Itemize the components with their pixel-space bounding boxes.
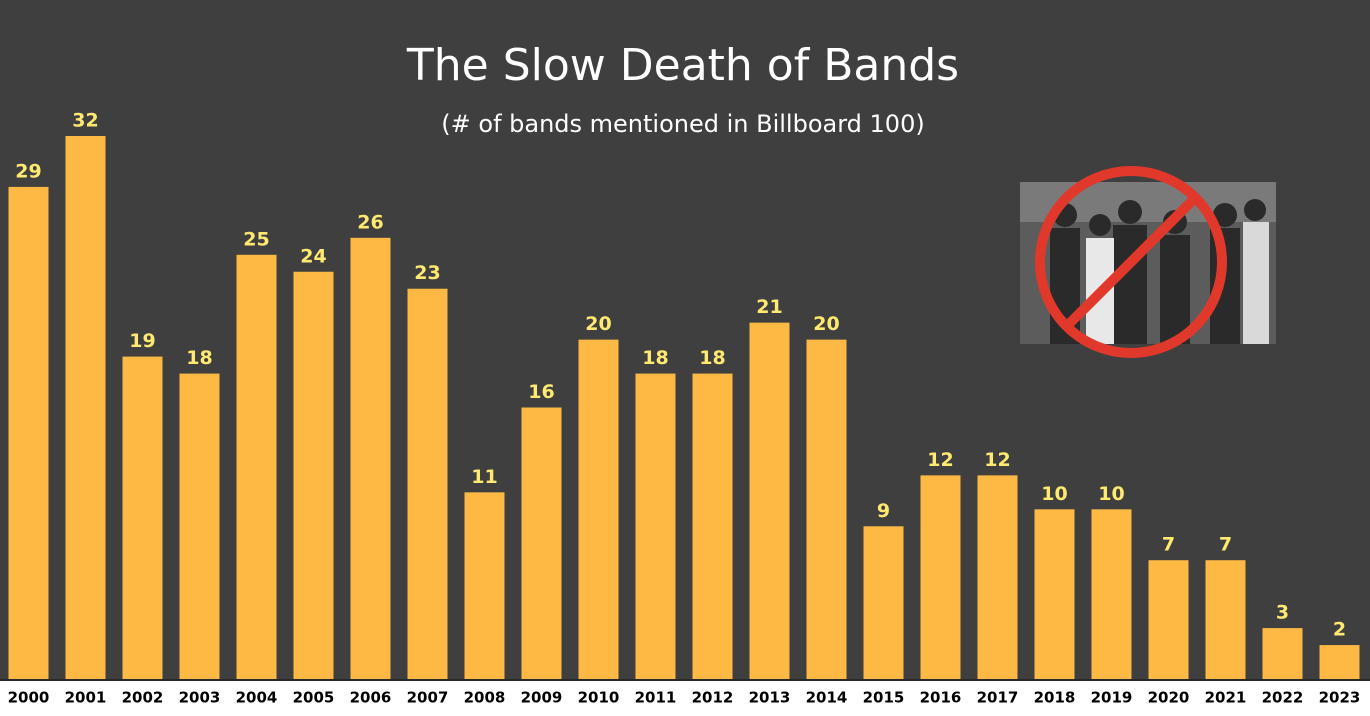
value-label: 20: [813, 313, 839, 335]
x-tick-label: 2023: [1319, 689, 1361, 707]
x-tick-label: 2019: [1091, 689, 1133, 707]
x-tick-label: 2017: [977, 689, 1019, 707]
x-tick-label: 2008: [464, 689, 506, 707]
value-label: 19: [129, 330, 155, 352]
value-label: 29: [15, 160, 41, 182]
value-label: 9: [877, 500, 890, 522]
x-tick-label: 2004: [236, 689, 278, 707]
value-label: 21: [756, 296, 782, 318]
bar: [1262, 628, 1303, 679]
x-tick-label: 2006: [350, 689, 392, 707]
value-label: 25: [243, 228, 269, 250]
value-label: 18: [186, 347, 212, 369]
value-label: 16: [528, 381, 554, 403]
bar: [578, 339, 619, 679]
bar: [464, 492, 505, 679]
x-tick-label: 2010: [578, 689, 620, 707]
bar: [293, 271, 334, 679]
axis-strip: [0, 681, 1370, 716]
bar: [350, 237, 391, 679]
bar: [407, 288, 448, 679]
bar: [179, 373, 220, 679]
x-tick-label: 2007: [407, 689, 449, 707]
value-label: 26: [357, 211, 383, 233]
chart-subtitle: (# of bands mentioned in Billboard 100): [441, 110, 924, 138]
bar: [1319, 645, 1360, 679]
bar: [806, 339, 847, 679]
bar: [1148, 560, 1189, 679]
x-tick-label: 2000: [8, 689, 50, 707]
bar: [692, 373, 733, 679]
x-tick-label: 2016: [920, 689, 962, 707]
value-label: 12: [927, 449, 953, 471]
x-tick-label: 2009: [521, 689, 563, 707]
value-label: 32: [72, 110, 98, 132]
value-label: 12: [984, 449, 1010, 471]
value-label: 11: [471, 466, 497, 488]
bar: [236, 254, 277, 679]
x-tick-label: 2015: [863, 689, 905, 707]
value-label: 18: [642, 347, 668, 369]
x-tick-label: 2022: [1262, 689, 1304, 707]
x-tick-label: 2020: [1148, 689, 1190, 707]
bar: [1034, 509, 1075, 679]
x-tick-label: 2011: [635, 689, 677, 707]
x-tick-label: 2001: [65, 689, 107, 707]
value-label: 7: [1162, 534, 1175, 556]
bar: [863, 526, 904, 679]
value-label: 10: [1041, 483, 1067, 505]
bar: [65, 136, 106, 679]
value-label: 7: [1219, 534, 1232, 556]
value-label: 20: [585, 313, 611, 335]
x-tick-label: 2003: [179, 689, 221, 707]
no-sign-slash: [1062, 193, 1200, 331]
value-label: 24: [300, 245, 326, 267]
x-tick-label: 2002: [122, 689, 164, 707]
bar: [635, 373, 676, 679]
value-label: 23: [414, 262, 440, 284]
value-label: 10: [1098, 483, 1124, 505]
x-tick-label: 2005: [293, 689, 335, 707]
x-tick-label: 2013: [749, 689, 791, 707]
bar: [122, 356, 163, 679]
bar: [1205, 560, 1246, 679]
bar: [521, 407, 562, 679]
value-label: 3: [1276, 602, 1289, 624]
x-tick-label: 2021: [1205, 689, 1247, 707]
bar: [920, 475, 961, 679]
bar: [8, 186, 49, 679]
value-label: 2: [1333, 619, 1346, 641]
value-label: 18: [699, 347, 725, 369]
bar: [1091, 509, 1132, 679]
x-tick-label: 2014: [806, 689, 848, 707]
bar: [977, 475, 1018, 679]
chart-title: The Slow Death of Bands: [406, 40, 959, 91]
x-tick-label: 2018: [1034, 689, 1076, 707]
no-sign-ring: [1035, 166, 1227, 358]
x-tick-label: 2012: [692, 689, 734, 707]
bar: [749, 322, 790, 679]
band-photo: [1020, 166, 1276, 358]
